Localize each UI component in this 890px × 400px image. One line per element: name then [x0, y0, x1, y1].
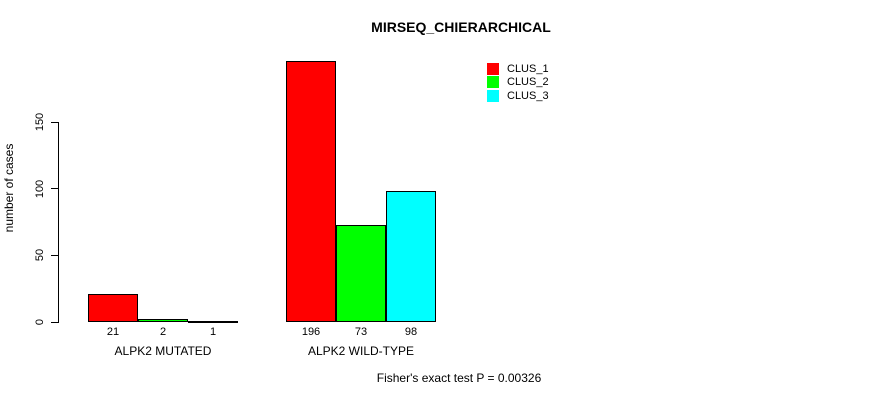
- legend-label: CLUS_3: [507, 89, 549, 102]
- category-label: ALPK2 WILD-TYPE: [307, 344, 415, 358]
- y-tick-label: 0: [34, 318, 46, 326]
- bar-value-label: 196: [301, 326, 321, 338]
- legend-swatch-clus_2: [487, 76, 499, 89]
- legend-label: CLUS_2: [507, 76, 549, 89]
- bar-value-label: 1: [209, 326, 217, 338]
- y-tick-label: 150: [34, 112, 46, 132]
- bar-value-label: 2: [159, 326, 167, 338]
- legend-row: CLUS_3: [487, 89, 549, 103]
- y-tick-mark: [51, 188, 58, 190]
- bar-clus_1-wild-type: [286, 61, 336, 322]
- y-tick-mark: [51, 121, 58, 123]
- legend-row: CLUS_1: [487, 62, 549, 76]
- bar-clus_3-mutated: [188, 321, 238, 323]
- y-tick-mark: [51, 254, 58, 256]
- bar-clus_1-mutated: [88, 294, 138, 322]
- bar-clus_2-wild-type: [336, 225, 386, 322]
- legend-row: CLUS_2: [487, 76, 549, 90]
- y-tick-label: 50: [34, 249, 46, 262]
- legend-swatch-clus_1: [487, 62, 499, 75]
- y-tick-label: 100: [34, 179, 46, 198]
- y-axis-title: number of cases: [2, 143, 16, 233]
- bar-value-label: 98: [404, 326, 418, 338]
- chart-title: MIRSEQ_CHIERARCHICAL: [371, 19, 551, 35]
- y-tick-mark: [51, 321, 58, 323]
- y-axis-line: [58, 122, 59, 323]
- bar-value-label: 73: [354, 326, 368, 338]
- bar-clus_2-mutated: [138, 319, 188, 322]
- bar-value-label: 21: [106, 326, 120, 338]
- statistics-caption: Fisher's exact test P = 0.00326: [376, 371, 542, 385]
- legend-label: CLUS_1: [507, 62, 549, 75]
- category-label: ALPK2 MUTATED: [114, 344, 212, 358]
- bar-clus_3-wild-type: [386, 191, 436, 322]
- legend-swatch-clus_3: [487, 89, 499, 102]
- legend: CLUS_1 CLUS_2 CLUS_3: [487, 62, 549, 103]
